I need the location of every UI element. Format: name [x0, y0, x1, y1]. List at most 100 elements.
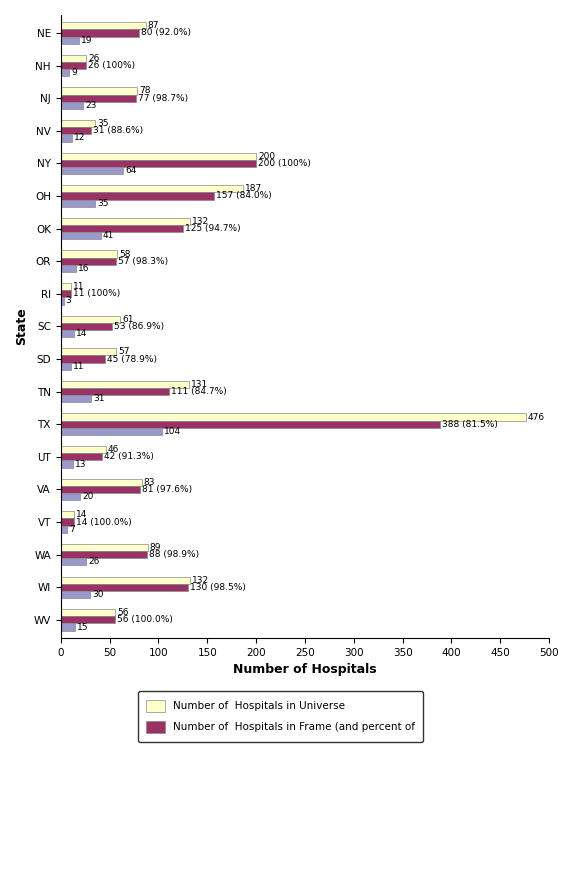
Bar	[61, 558, 86, 566]
Text: 35: 35	[97, 199, 108, 208]
Text: 56: 56	[117, 608, 129, 617]
Text: 78: 78	[139, 87, 150, 96]
Bar	[61, 135, 72, 142]
Bar	[61, 609, 115, 616]
Bar	[61, 348, 117, 355]
Bar	[61, 362, 71, 370]
Bar	[61, 616, 115, 623]
Text: 53 (86.9%): 53 (86.9%)	[114, 322, 165, 331]
Text: 125 (94.7%): 125 (94.7%)	[185, 224, 241, 233]
Y-axis label: State: State	[15, 308, 28, 345]
Bar	[61, 167, 123, 174]
Bar	[61, 88, 137, 95]
Text: 42 (91.3%): 42 (91.3%)	[104, 453, 153, 461]
Bar	[61, 225, 183, 232]
Bar	[61, 283, 71, 290]
Text: 56 (100.0%): 56 (100.0%)	[117, 615, 173, 625]
Bar	[61, 454, 102, 461]
Bar	[61, 185, 243, 192]
Text: 26 (100%): 26 (100%)	[88, 61, 135, 70]
Text: 80 (92.0%): 80 (92.0%)	[141, 29, 191, 37]
Text: 19: 19	[81, 36, 92, 44]
Bar	[61, 551, 146, 558]
Bar	[61, 446, 106, 454]
Text: 14: 14	[76, 329, 88, 338]
Text: 46: 46	[107, 445, 119, 454]
Text: 111 (84.7%): 111 (84.7%)	[171, 387, 227, 396]
Bar	[61, 257, 117, 265]
Bar	[61, 55, 86, 62]
Text: 88 (98.9%): 88 (98.9%)	[149, 550, 199, 559]
Text: 104: 104	[164, 427, 181, 436]
Bar	[61, 127, 91, 135]
Bar	[61, 428, 162, 435]
Bar	[61, 623, 75, 631]
Bar	[61, 102, 83, 109]
Text: 13: 13	[75, 460, 87, 468]
Text: 57 (98.3%): 57 (98.3%)	[118, 256, 168, 266]
Text: 187: 187	[245, 184, 262, 193]
Bar	[61, 544, 148, 551]
Bar	[61, 160, 256, 167]
Text: 31 (88.6%): 31 (88.6%)	[93, 126, 143, 136]
Text: 57: 57	[118, 348, 130, 356]
Text: 45 (78.9%): 45 (78.9%)	[107, 355, 157, 363]
Bar	[61, 192, 214, 200]
Bar	[61, 421, 440, 428]
Legend: Number of  Hospitals in Universe, Number of  Hospitals in Frame (and percent of: Number of Hospitals in Universe, Number …	[138, 691, 424, 741]
Bar	[61, 200, 95, 207]
Bar	[61, 414, 526, 421]
Bar	[61, 290, 71, 297]
Text: 31: 31	[93, 395, 104, 403]
Bar	[61, 526, 68, 533]
Bar	[61, 330, 74, 337]
Text: 61: 61	[122, 315, 134, 324]
X-axis label: Number of Hospitals: Number of Hospitals	[233, 663, 377, 676]
Bar	[61, 381, 189, 388]
Text: 131: 131	[191, 380, 208, 389]
Bar	[61, 120, 95, 127]
Text: 14 (100.0%): 14 (100.0%)	[76, 518, 132, 527]
Bar	[61, 479, 142, 486]
Bar	[61, 218, 189, 225]
Bar	[61, 486, 140, 493]
Text: 20: 20	[82, 492, 94, 501]
Bar	[61, 297, 64, 304]
Bar	[61, 232, 100, 239]
Text: 11 (100%): 11 (100%)	[73, 289, 121, 298]
Bar	[61, 355, 104, 362]
Text: 30: 30	[92, 590, 103, 599]
Bar	[61, 36, 79, 43]
Text: 388 (81.5%): 388 (81.5%)	[442, 420, 498, 428]
Text: 87: 87	[148, 21, 159, 30]
Text: 23: 23	[85, 101, 96, 109]
Text: 200 (100%): 200 (100%)	[258, 159, 311, 168]
Text: 476: 476	[528, 413, 545, 421]
Bar	[61, 511, 74, 519]
Text: 83: 83	[144, 478, 155, 487]
Bar	[61, 388, 169, 395]
Bar	[61, 315, 121, 322]
Text: 130 (98.5%): 130 (98.5%)	[189, 583, 246, 592]
Text: 11: 11	[73, 362, 85, 371]
Text: 132: 132	[192, 217, 209, 226]
Text: 81 (97.6%): 81 (97.6%)	[142, 485, 192, 494]
Bar	[61, 62, 86, 70]
Bar	[61, 395, 91, 402]
Text: 157 (84.0%): 157 (84.0%)	[216, 191, 272, 201]
Bar	[61, 265, 76, 272]
Text: 11: 11	[73, 282, 85, 291]
Bar	[61, 30, 139, 36]
Bar	[61, 250, 117, 257]
Bar	[61, 584, 188, 591]
Text: 12: 12	[74, 134, 86, 143]
Text: 14: 14	[76, 510, 88, 520]
Bar	[61, 519, 74, 526]
Text: 77 (98.7%): 77 (98.7%)	[138, 94, 188, 103]
Bar	[61, 23, 146, 30]
Text: 26: 26	[88, 557, 99, 567]
Text: 132: 132	[192, 575, 209, 585]
Text: 9: 9	[71, 69, 77, 77]
Text: 16: 16	[78, 264, 90, 273]
Text: 26: 26	[88, 54, 99, 63]
